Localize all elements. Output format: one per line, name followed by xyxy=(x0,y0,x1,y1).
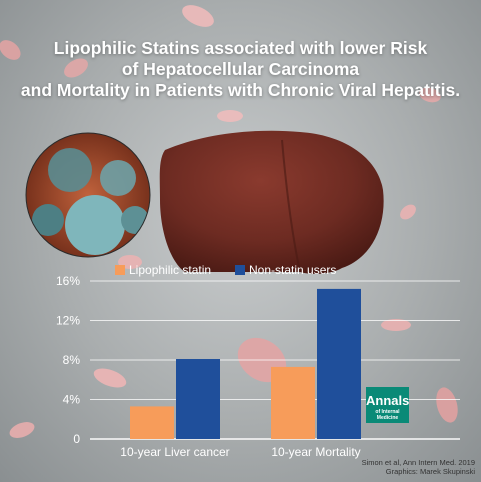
chart-title: Lipophilic Statins associated with lower… xyxy=(20,38,461,101)
bar-lipophilic-0 xyxy=(130,406,174,439)
annals-logo: Annals of Internal Medicine xyxy=(366,387,409,423)
y-tick-label: 0 xyxy=(73,432,80,446)
credit-citation: Simon et al, Ann Intern Med. 2019 xyxy=(361,458,475,467)
virus-icon xyxy=(25,132,151,258)
y-tick-label: 12% xyxy=(56,314,80,328)
x-tick-label: 10-year Liver cancer xyxy=(120,445,229,459)
y-tick-label: 16% xyxy=(56,274,80,288)
annals-logo-title: Annals xyxy=(366,393,410,408)
legend-item-lipophilic: Lipophilic statin xyxy=(115,263,211,277)
legend-label-lipophilic: Lipophilic statin xyxy=(129,263,212,277)
liver-icon xyxy=(159,130,384,274)
bar-nonstatin-0 xyxy=(176,359,220,439)
y-tick-label: 4% xyxy=(63,393,81,407)
annals-logo-subtitle: of Internal Medicine xyxy=(375,409,400,421)
legend-label-nonstatin: Non-statin users xyxy=(249,263,337,277)
credit-graphics: Graphics: Marek Skupinski xyxy=(385,467,475,476)
title-line-3: and Mortality in Patients with Chronic V… xyxy=(20,80,461,100)
legend-item-nonstatin: Non-statin users xyxy=(235,263,336,277)
title-line-2: of Hepatocellular Carcinoma xyxy=(121,59,360,79)
legend-swatch-nonstatin xyxy=(235,265,245,275)
credit: Simon et al, Ann Intern Med. 2019 Graphi… xyxy=(362,458,475,476)
legend-swatch-lipophilic xyxy=(115,265,125,275)
title-line-1: Lipophilic Statins associated with lower… xyxy=(53,38,428,58)
x-tick-label: 10-year Mortality xyxy=(271,445,360,459)
bar-lipophilic-1 xyxy=(271,366,315,439)
y-tick-label: 8% xyxy=(63,353,81,367)
bar-nonstatin-1 xyxy=(317,288,361,439)
